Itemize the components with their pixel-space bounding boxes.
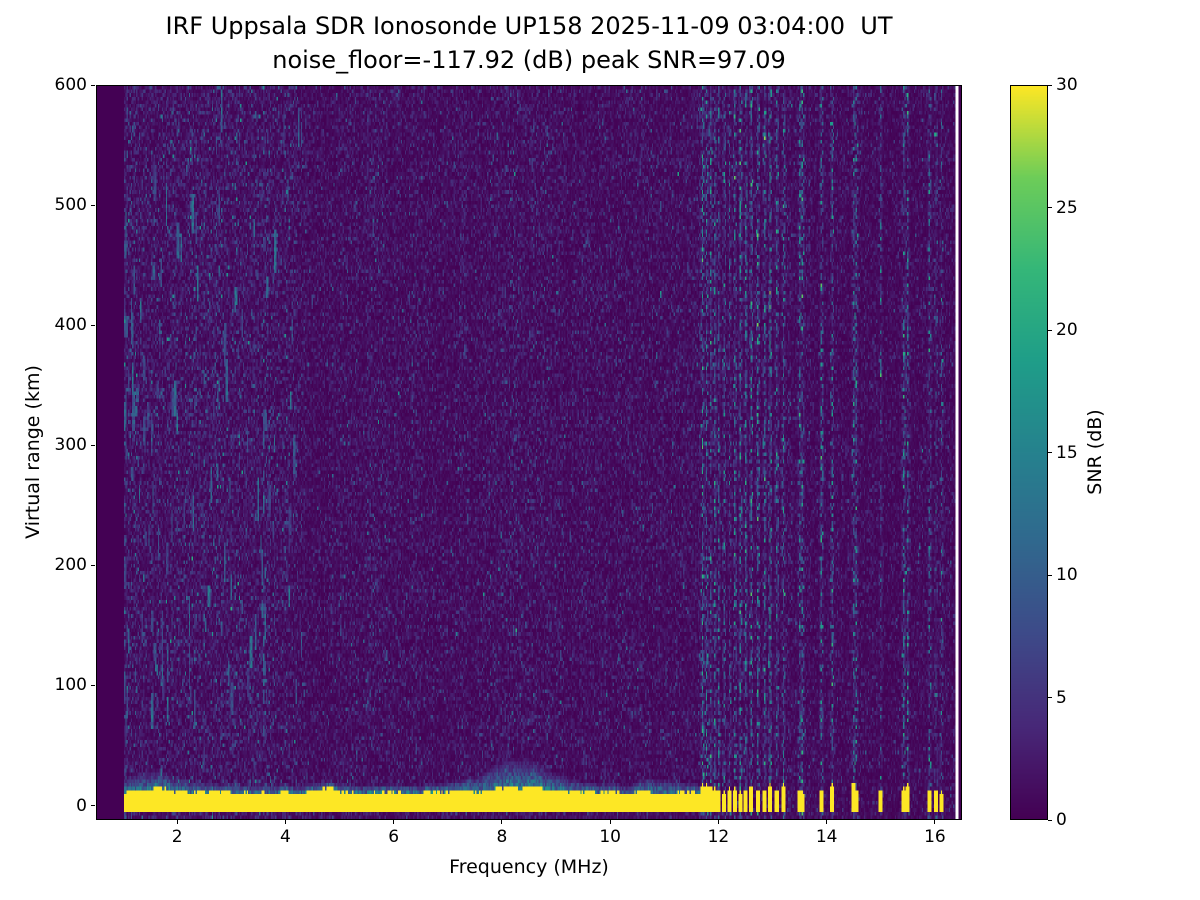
colorbar-tick-label: 30 — [1056, 75, 1078, 95]
colorbar-tick-label: 10 — [1056, 565, 1078, 585]
colorbar-tick-label: 5 — [1056, 687, 1067, 708]
y-tick-mark — [91, 84, 95, 86]
colorbar-tick-mark — [1048, 574, 1052, 576]
x-tick-mark — [826, 820, 828, 824]
y-tick-label: 400 — [54, 315, 87, 336]
colorbar-tick-mark — [1048, 819, 1052, 821]
x-axis-label: Frequency (MHz) — [449, 856, 609, 878]
y-tick-label: 0 — [76, 795, 87, 816]
colorbar-gradient-canvas — [1011, 86, 1047, 819]
colorbar-tick-mark — [1048, 207, 1052, 208]
x-tick-mark — [176, 820, 178, 824]
x-tick-mark — [609, 820, 611, 824]
x-tick-mark — [501, 820, 503, 824]
chart-title: IRF Uppsala SDR Ionosonde UP158 2025-11-… — [165, 12, 893, 40]
x-tick-label: 14 — [815, 827, 838, 847]
heatmap-plot-area — [96, 85, 962, 820]
y-tick-label: 500 — [54, 195, 87, 216]
y-tick-label: 200 — [54, 555, 87, 576]
y-tick-label: 600 — [54, 75, 87, 95]
x-tick-mark — [284, 820, 286, 824]
colorbar-tick-mark — [1048, 452, 1052, 453]
x-tick-label: 4 — [280, 827, 291, 847]
y-tick-mark — [91, 204, 95, 206]
colorbar-tick-label: 0 — [1056, 810, 1067, 830]
y-tick-label: 300 — [54, 435, 87, 456]
colorbar-tick-mark — [1048, 329, 1052, 331]
x-tick-label: 8 — [496, 827, 508, 847]
y-tick-mark — [91, 324, 95, 326]
colorbar — [1010, 85, 1048, 820]
y-tick-label: 100 — [54, 675, 87, 696]
x-tick-mark — [934, 820, 936, 824]
chart-subtitle: noise_floor=-117.92 (dB) peak SNR=97.09 — [272, 46, 786, 74]
x-tick-label: 2 — [171, 827, 183, 847]
colorbar-tick-mark — [1048, 84, 1052, 86]
y-tick-mark — [91, 444, 95, 446]
colorbar-tick-label: 25 — [1056, 197, 1078, 218]
colorbar-tick-mark — [1048, 697, 1052, 698]
colorbar-tick-label: 20 — [1056, 320, 1078, 340]
ionogram-heatmap-canvas — [97, 86, 961, 819]
x-tick-mark — [717, 820, 719, 824]
y-tick-mark — [91, 684, 95, 686]
y-tick-mark — [91, 564, 95, 566]
x-tick-label: 10 — [599, 827, 621, 847]
colorbar-tick-label: 15 — [1056, 442, 1078, 463]
y-tick-mark — [91, 805, 95, 807]
x-tick-label: 12 — [707, 827, 730, 847]
x-tick-label: 6 — [388, 827, 400, 847]
x-tick-label: 16 — [924, 827, 946, 847]
x-tick-mark — [393, 820, 395, 824]
